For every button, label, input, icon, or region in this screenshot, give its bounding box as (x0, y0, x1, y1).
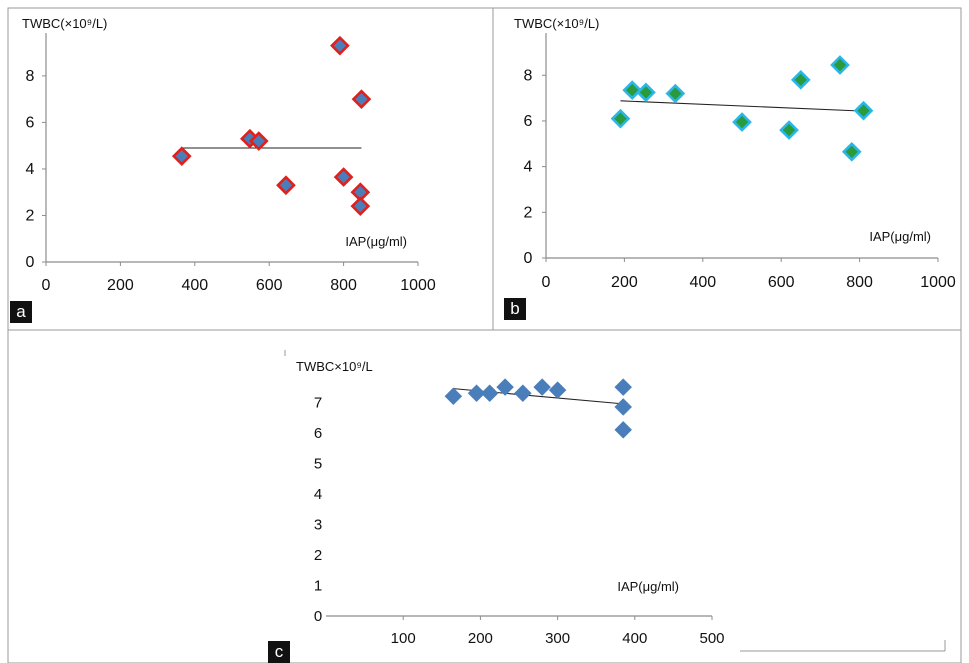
panel-label-a: a (10, 301, 32, 323)
x-tick-label-c: 200 (468, 630, 493, 647)
x-tick-label-c: 100 (391, 630, 416, 647)
data-point-a-7 (351, 89, 372, 109)
x-tick-label-c: 300 (545, 630, 570, 647)
x-tick-label-b: 400 (689, 274, 716, 291)
data-point-a-9 (350, 196, 371, 217)
data-point-c-10 (614, 420, 633, 439)
y-tick-label-b: 0 (524, 250, 533, 267)
data-point-b-4 (665, 83, 686, 104)
data-point-c-8 (614, 378, 633, 396)
figure-frame (7, 7, 962, 663)
data-point-a-5 (330, 35, 350, 56)
scatter-chart-c: 100 200 300 400 500 0 1 2 3 4 5 6 7 TWBC×10⁹/L IAP(μg/… (296, 359, 725, 647)
trendline-b (620, 100, 864, 112)
x-tick-label-b: 1000 (920, 274, 956, 291)
y-tick-label-a: 0 (26, 254, 35, 271)
y-tick-label-c: 6 (314, 425, 322, 442)
scatter-chart-a: 0 200 400 600 800 1000 0 2 4 6 8 TWBC(×10⁹/L) IAP(μg… (22, 16, 436, 294)
data-point-b-1 (610, 108, 631, 129)
data-point-b-8 (830, 55, 850, 75)
x-tick-label-a: 0 (42, 277, 51, 294)
x-tick-label-b: 0 (542, 274, 551, 291)
x-tick-label-b: 600 (768, 274, 795, 291)
data-point-a-1 (171, 146, 192, 166)
data-point-c-1 (444, 387, 463, 406)
data-point-a-3 (248, 131, 269, 151)
data-point-c-4 (496, 378, 514, 396)
y-tick-label-c: 1 (314, 577, 322, 594)
y-tick-label-a: 6 (26, 114, 35, 131)
y-tick-label-b: 6 (524, 113, 533, 130)
data-point-c-3 (480, 384, 499, 403)
data-point-c-6 (533, 378, 552, 396)
data-point-a-6 (333, 167, 354, 187)
y-tick-label-c: 5 (314, 455, 322, 472)
y-axis-title-a: TWBC(×10⁹/L) (22, 16, 107, 31)
y-axis-title-b: TWBC(×10⁹/L) (514, 16, 599, 31)
x-axis-title-c: IAP(μg/ml) (617, 579, 679, 594)
y-axis-title-c: TWBC×10⁹/L (296, 359, 373, 374)
x-tick-label-a: 200 (107, 277, 134, 294)
data-point-c-9 (614, 398, 633, 416)
y-tick-label-c: 2 (314, 547, 322, 564)
x-axis-title-b: IAP(μg/ml) (869, 229, 931, 244)
y-tick-label-c: 3 (314, 516, 322, 533)
x-tick-label-c: 500 (699, 630, 724, 647)
x-tick-label-a: 800 (330, 277, 357, 294)
data-point-b-5 (732, 112, 752, 132)
y-tick-label-b: 2 (524, 204, 533, 221)
scatter-chart-b: 0 200 400 600 800 1000 0 2 4 6 8 TWBC(×10⁹/L) IAP(μg… (514, 16, 956, 291)
x-tick-label-c: 400 (622, 630, 647, 647)
y-tick-label-a: 2 (26, 207, 35, 224)
data-point-b-9 (841, 141, 862, 162)
x-tick-label-b: 200 (611, 274, 638, 291)
data-point-b-2 (622, 80, 643, 100)
x-tick-label-b: 800 (846, 274, 873, 291)
x-tick-label-a: 1000 (400, 277, 436, 294)
data-point-c-2 (467, 384, 486, 403)
data-point-b-10 (853, 100, 874, 121)
data-point-c-7 (548, 381, 567, 400)
data-point-b-6 (779, 120, 799, 140)
y-tick-label-b: 8 (524, 67, 533, 84)
panel-label-b: b (504, 298, 526, 320)
y-tick-label-c: 4 (314, 486, 322, 503)
y-tick-label-b: 4 (524, 159, 533, 176)
y-tick-label-c: 0 (314, 608, 322, 625)
data-point-b-3 (636, 82, 656, 103)
x-tick-label-a: 600 (256, 277, 283, 294)
panel-label-c: c (268, 641, 290, 663)
data-point-b-7 (790, 69, 811, 90)
x-tick-label-a: 400 (181, 277, 208, 294)
y-tick-label-a: 4 (26, 161, 35, 178)
y-tick-label-c: 7 (314, 394, 322, 411)
data-point-c-5 (514, 384, 532, 403)
x-axis-title-a: IAP(μg/ml) (345, 234, 407, 249)
y-tick-label-a: 8 (26, 68, 35, 85)
data-point-a-4 (276, 175, 296, 196)
